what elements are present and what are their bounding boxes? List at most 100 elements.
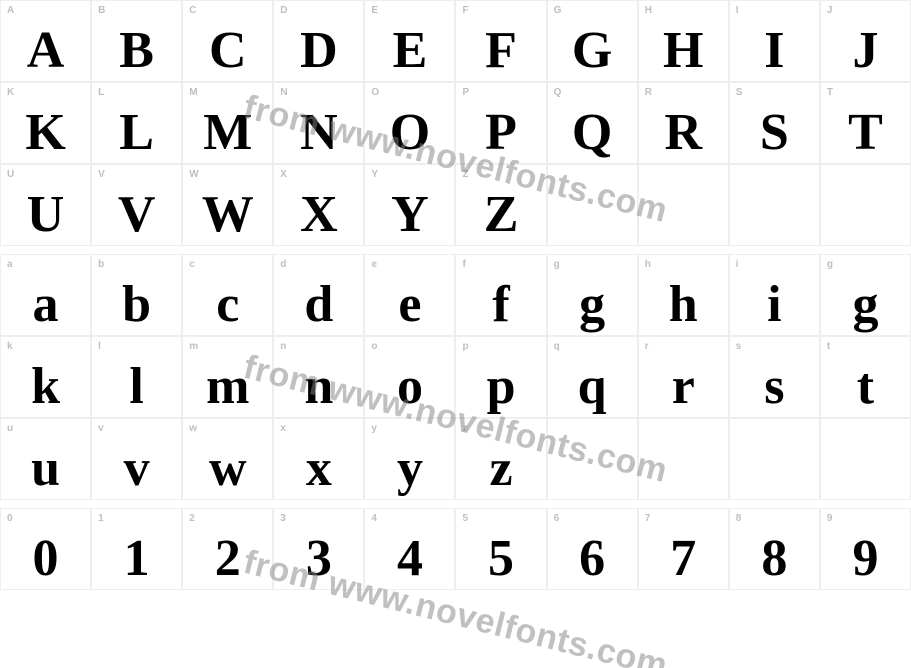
- cell-key-label: D: [280, 5, 288, 16]
- glyph-cell: 11: [91, 508, 182, 590]
- cell-key-label: X: [280, 169, 287, 180]
- glyph-cell: KK: [0, 82, 91, 164]
- cell-key-label: e: [371, 259, 377, 270]
- cell-glyph: H: [639, 25, 728, 77]
- cell-key-label: K: [7, 87, 15, 98]
- cell-glyph: N: [274, 107, 363, 159]
- cell-glyph: c: [183, 279, 272, 331]
- cell-glyph: f: [456, 279, 545, 331]
- glyph-cell: ZZ: [455, 164, 546, 246]
- cell-key-label: g: [554, 259, 561, 270]
- glyph-cell: yy: [364, 418, 455, 500]
- cell-glyph: q: [548, 361, 637, 413]
- cell-key-label: G: [554, 5, 562, 16]
- glyph-cell: LL: [91, 82, 182, 164]
- cell-key-label: i: [736, 259, 739, 270]
- cell-key-label: k: [7, 341, 13, 352]
- glyph-cell: 33: [273, 508, 364, 590]
- glyph-cell: ee: [364, 254, 455, 336]
- cell-key-label: T: [827, 87, 834, 98]
- cell-key-label: d: [280, 259, 287, 270]
- cell-glyph: t: [821, 361, 910, 413]
- block-spacer: [0, 246, 911, 254]
- cell-glyph: h: [639, 279, 728, 331]
- glyph-cell: GG: [547, 0, 638, 82]
- cell-key-label: E: [371, 5, 378, 16]
- glyph-cell: hh: [638, 254, 729, 336]
- cell-glyph: D: [274, 25, 363, 77]
- cell-key-label: 0: [7, 513, 13, 524]
- glyph-cell: xx: [273, 418, 364, 500]
- cell-glyph: k: [1, 361, 90, 413]
- glyph-cell: [638, 418, 729, 500]
- cell-glyph: 1: [92, 533, 181, 585]
- glyph-cell: rr: [638, 336, 729, 418]
- cell-key-label: 8: [736, 513, 742, 524]
- cell-key-label: c: [189, 259, 195, 270]
- glyph-cell: JJ: [820, 0, 911, 82]
- cell-glyph: m: [183, 361, 272, 413]
- cell-key-label: s: [736, 341, 742, 352]
- glyph-cell: pp: [455, 336, 546, 418]
- glyph-cell: bb: [91, 254, 182, 336]
- glyph-cell: WW: [182, 164, 273, 246]
- cell-key-label: l: [98, 341, 101, 352]
- glyph-cell: YY: [364, 164, 455, 246]
- glyph-cell: zz: [455, 418, 546, 500]
- cell-key-label: b: [98, 259, 105, 270]
- glyph-cell: OO: [364, 82, 455, 164]
- cell-glyph: 8: [730, 533, 819, 585]
- cell-glyph: E: [365, 25, 454, 77]
- cell-glyph: Z: [456, 189, 545, 241]
- cell-key-label: y: [371, 423, 377, 434]
- cell-glyph: 4: [365, 533, 454, 585]
- cell-glyph: G: [548, 25, 637, 77]
- glyph-cell: ii: [729, 254, 820, 336]
- cell-glyph: U: [1, 189, 90, 241]
- cell-glyph: V: [92, 189, 181, 241]
- block-spacer: [0, 500, 911, 508]
- cell-glyph: r: [639, 361, 728, 413]
- cell-key-label: x: [280, 423, 286, 434]
- cell-key-label: 5: [462, 513, 468, 524]
- cell-key-label: 1: [98, 513, 104, 524]
- cell-glyph: o: [365, 361, 454, 413]
- glyph-cell: MM: [182, 82, 273, 164]
- glyph-cell: NN: [273, 82, 364, 164]
- cell-glyph: P: [456, 107, 545, 159]
- cell-glyph: B: [92, 25, 181, 77]
- cell-key-label: V: [98, 169, 105, 180]
- glyph-cell: oo: [364, 336, 455, 418]
- cell-glyph: s: [730, 361, 819, 413]
- cell-glyph: L: [92, 107, 181, 159]
- glyph-cell: FF: [455, 0, 546, 82]
- glyph-cell: ww: [182, 418, 273, 500]
- glyph-cell: CC: [182, 0, 273, 82]
- glyph-cell: EE: [364, 0, 455, 82]
- cell-key-label: F: [462, 5, 469, 16]
- cell-key-label: o: [371, 341, 378, 352]
- cell-key-label: r: [645, 341, 649, 352]
- glyph-cell: [820, 164, 911, 246]
- cell-key-label: p: [462, 341, 469, 352]
- cell-glyph: n: [274, 361, 363, 413]
- cell-key-label: g: [827, 259, 834, 270]
- cell-glyph: 2: [183, 533, 272, 585]
- cell-glyph: g: [548, 279, 637, 331]
- glyph-cell: vv: [91, 418, 182, 500]
- cell-key-label: O: [371, 87, 379, 98]
- cell-key-label: M: [189, 87, 198, 98]
- glyph-cell: [820, 418, 911, 500]
- glyph-cell: SS: [729, 82, 820, 164]
- glyph-cell: 55: [455, 508, 546, 590]
- cell-key-label: z: [462, 423, 468, 434]
- glyph-cell: qq: [547, 336, 638, 418]
- glyph-cell: TT: [820, 82, 911, 164]
- cell-glyph: e: [365, 279, 454, 331]
- cell-glyph: u: [1, 443, 90, 495]
- cell-glyph: 9: [821, 533, 910, 585]
- glyph-cell: 88: [729, 508, 820, 590]
- cell-glyph: Y: [365, 189, 454, 241]
- cell-glyph: i: [730, 279, 819, 331]
- glyph-cell: 22: [182, 508, 273, 590]
